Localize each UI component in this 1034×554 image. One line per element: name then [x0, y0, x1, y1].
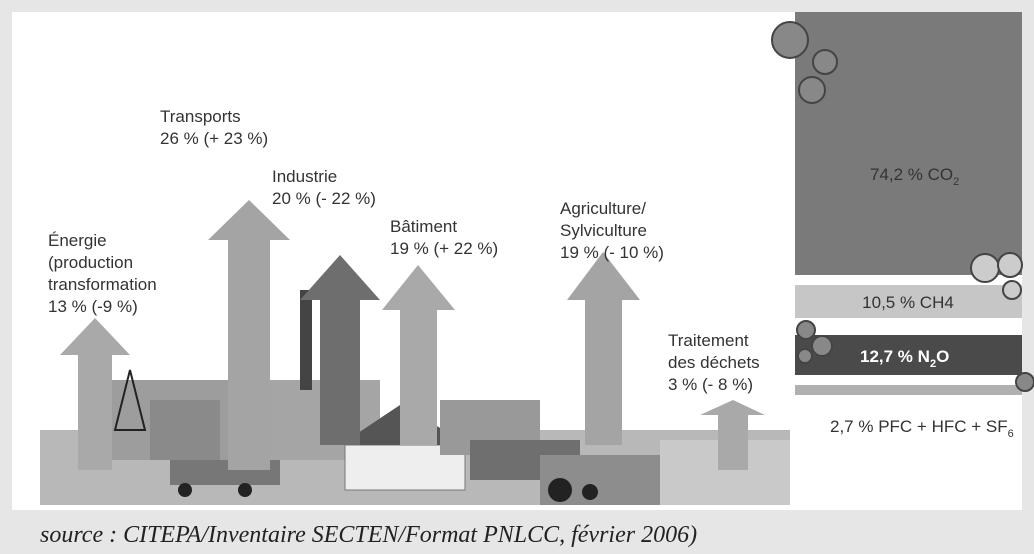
sector-label: (production [48, 253, 133, 272]
sector-label: Transports [160, 107, 241, 126]
sector-label: 20 % (- 22 %) [272, 189, 376, 208]
sector-label: 26 % (+ 23 %) [160, 129, 268, 148]
sector-label: 19 % (+ 22 %) [390, 239, 498, 258]
sector-label: Sylviculture [560, 221, 647, 240]
sector-label: Agriculture/ [560, 199, 646, 218]
pfc-block [795, 385, 1022, 395]
sector-label: Traitement [668, 331, 749, 350]
sector-label: transformation [48, 275, 157, 294]
sector-label: Bâtiment [390, 217, 457, 236]
source: source : CITEPA/Inventaire SECTEN/Format… [40, 522, 697, 548]
sector-label: 3 % (- 8 %) [668, 375, 753, 394]
sector-label: Industrie [272, 167, 337, 186]
sector-label: Énergie [48, 231, 107, 250]
sector-label: des déchets [668, 353, 760, 372]
infographic: 74,2 % CO2 10,5 % CH4 12,7 % N2O 2,7 % P… [0, 0, 1034, 554]
sector-label: 19 % (- 10 %) [560, 243, 664, 262]
sector-label: 13 % (-9 %) [48, 297, 138, 316]
gas-label: 10,5 % CH4 [862, 293, 954, 312]
